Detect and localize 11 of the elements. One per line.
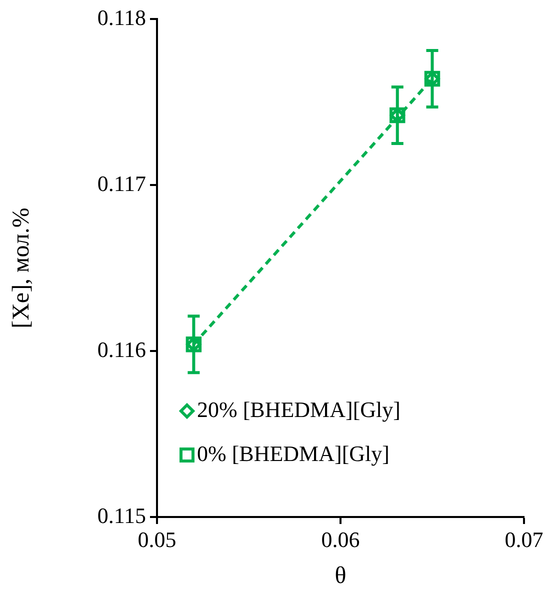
x-axis-title: θ [334, 562, 346, 589]
legend-label: 0% [BHEDMA][Gly] [197, 440, 390, 466]
y-tick-label: 0.115 [97, 502, 146, 528]
y-axis-title: [Xe], мол.% [8, 208, 35, 328]
y-tick-label: 0.118 [97, 4, 146, 30]
x-tick-label: 0.06 [321, 526, 360, 552]
y-tick-label: 0.117 [97, 170, 146, 196]
x-tick-label: 0.07 [504, 526, 544, 552]
x-tick-label: 0.05 [138, 526, 176, 552]
legend-label: 20% [BHEDMA][Gly] [197, 396, 400, 422]
y-tick-label: 0.116 [97, 336, 146, 362]
